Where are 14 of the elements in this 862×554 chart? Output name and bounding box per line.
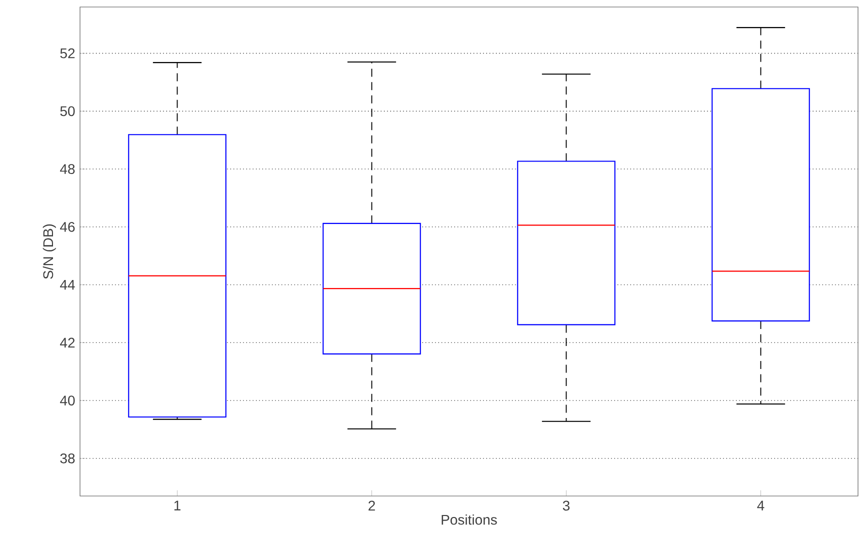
y-tick-label: 44 — [60, 280, 75, 290]
x-tick-label: 4 — [757, 500, 764, 510]
x-tick-label: 2 — [368, 500, 375, 510]
y-tick-label: 40 — [60, 396, 75, 406]
y-tick-label: 52 — [60, 48, 75, 58]
y-tick-label: 42 — [60, 338, 75, 348]
y-tick-label: 50 — [60, 106, 75, 116]
x-tick-label: 3 — [562, 500, 570, 511]
y-axis-title: S/N (DB) — [42, 224, 56, 279]
y-tick-label: 46 — [60, 222, 75, 232]
x-tick-label: 1 — [174, 500, 180, 510]
y-tick-label: 38 — [60, 453, 75, 464]
y-tick-label: 48 — [60, 164, 75, 174]
x-axis-title: Positions — [442, 514, 497, 525]
